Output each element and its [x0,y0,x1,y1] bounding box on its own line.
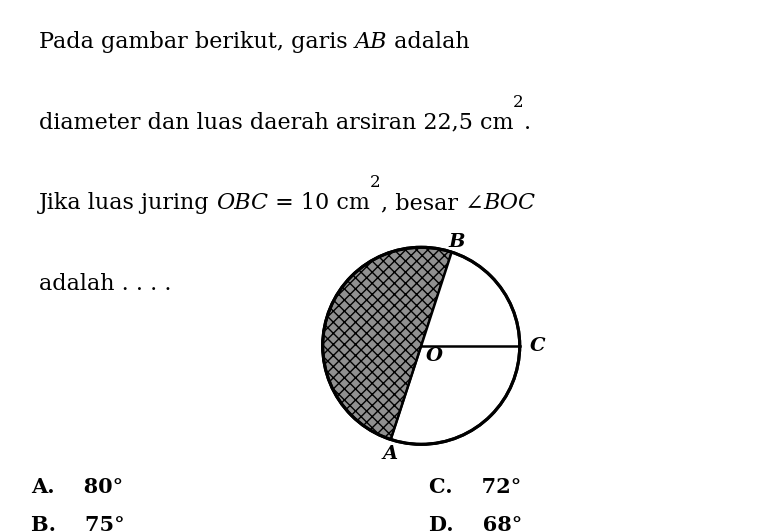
Text: 2: 2 [370,174,381,192]
Text: Jika luas juring: Jika luas juring [38,193,216,214]
Polygon shape [421,252,519,346]
Text: Pada gambar berikut, garis: Pada gambar berikut, garis [38,31,354,54]
Text: C: C [530,337,545,355]
Text: , besar ∠: , besar ∠ [381,193,484,214]
Polygon shape [323,247,452,439]
Text: C.    72°: C. 72° [429,477,521,497]
Text: O: O [426,347,442,364]
Text: = 10 cm: = 10 cm [268,193,370,214]
Text: A: A [382,445,397,463]
Text: adalah: adalah [387,31,470,54]
Text: D.    68°: D. 68° [429,515,523,532]
Text: adalah . . . .: adalah . . . . [38,273,171,295]
Text: OBC: OBC [216,193,268,214]
Text: BOC: BOC [484,193,535,214]
Text: 2: 2 [513,94,523,111]
Text: diameter dan luas daerah arsiran 22,5 cm: diameter dan luas daerah arsiran 22,5 cm [38,112,513,134]
Text: A.    80°: A. 80° [31,477,123,497]
Text: B.    75°: B. 75° [31,515,125,532]
Text: AB: AB [354,31,387,54]
Text: .: . [523,112,530,134]
Text: B: B [448,233,465,251]
